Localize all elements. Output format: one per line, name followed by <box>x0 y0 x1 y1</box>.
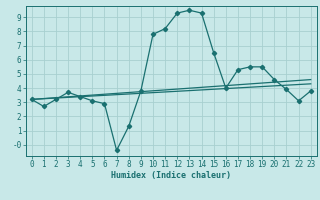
X-axis label: Humidex (Indice chaleur): Humidex (Indice chaleur) <box>111 171 231 180</box>
